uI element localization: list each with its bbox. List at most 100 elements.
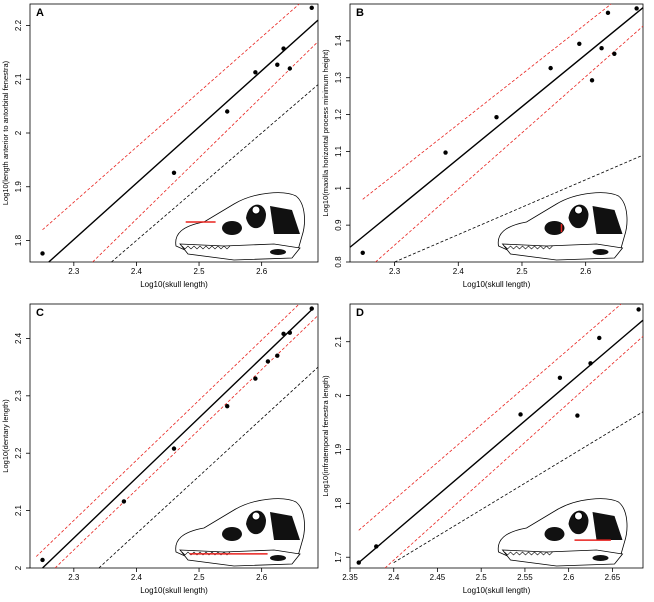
antorbital-fenestra bbox=[222, 527, 242, 541]
confidence-line bbox=[375, 25, 644, 263]
data-point bbox=[225, 109, 230, 114]
y-tick-label: 2 bbox=[334, 393, 343, 398]
fit-line bbox=[42, 309, 313, 569]
data-point bbox=[121, 499, 127, 504]
data-point bbox=[265, 359, 271, 364]
mandibular-fenestra bbox=[270, 555, 286, 561]
x-tick-label: 2.3 bbox=[68, 573, 80, 582]
y-axis-label: Log10(length anterior to antorbital fene… bbox=[1, 60, 10, 205]
data-point bbox=[612, 51, 617, 56]
data-point bbox=[356, 560, 361, 565]
plot-frame bbox=[29, 303, 319, 569]
x-axis-label: Log10(skull length) bbox=[463, 280, 531, 289]
data-point bbox=[518, 412, 523, 417]
x-tick-label: 2.4 bbox=[453, 267, 465, 276]
y-tick-label: 2.2 bbox=[14, 447, 23, 459]
x-tick-label: 2.3 bbox=[68, 267, 80, 276]
y-tick-label: 2 bbox=[14, 130, 23, 135]
data-point bbox=[281, 46, 286, 51]
data-point bbox=[275, 62, 280, 67]
infratemporal-fenestra bbox=[270, 512, 300, 540]
x-tick-label: 2.45 bbox=[430, 573, 446, 582]
x-tick-label: 2.55 bbox=[517, 573, 533, 582]
x-tick-label: 2.6 bbox=[563, 573, 575, 582]
x-axis-label: Log10(skull length) bbox=[463, 586, 531, 595]
data-point bbox=[443, 150, 448, 155]
reference-line bbox=[111, 84, 319, 263]
eye-ring bbox=[251, 511, 261, 521]
data-point bbox=[548, 65, 553, 71]
x-tick-label: 2.65 bbox=[605, 573, 621, 582]
y-tick-label: 1.4 bbox=[334, 35, 343, 47]
data-point bbox=[253, 376, 258, 381]
x-tick-label: 2.4 bbox=[131, 267, 143, 276]
x-axis-label: Log10(skull length) bbox=[140, 280, 208, 289]
panel-label: C bbox=[36, 307, 44, 319]
eye-ring bbox=[574, 511, 583, 521]
data-point bbox=[171, 446, 177, 451]
plot-frame bbox=[349, 3, 644, 263]
skull-teeth bbox=[181, 245, 231, 250]
antorbital-fenestra bbox=[544, 221, 565, 235]
y-tick-label: 1.8 bbox=[14, 234, 23, 246]
y-tick-label: 1.3 bbox=[334, 72, 343, 84]
eye-ring bbox=[251, 205, 261, 215]
data-point bbox=[171, 170, 177, 175]
data-point bbox=[374, 544, 379, 549]
data-point bbox=[494, 114, 499, 120]
confidence-line bbox=[92, 41, 319, 263]
confidence-line bbox=[384, 336, 644, 569]
y-tick-label: 1 bbox=[334, 186, 343, 191]
x-tick-label: 2.6 bbox=[256, 573, 268, 582]
data-point bbox=[636, 307, 641, 312]
y-tick-label: 0.8 bbox=[334, 256, 343, 268]
x-tick-label: 2.3 bbox=[389, 267, 401, 276]
x-tick-label: 2.4 bbox=[388, 573, 400, 582]
fit-line bbox=[349, 7, 644, 248]
y-tick-label: 2.3 bbox=[14, 390, 23, 402]
data-point bbox=[577, 41, 582, 47]
skull-illustration bbox=[175, 192, 305, 261]
data-point bbox=[309, 5, 314, 10]
data-point bbox=[309, 306, 314, 311]
fit-line bbox=[358, 319, 644, 564]
y-axis-label: Log10(maxilla horizontal process minimum… bbox=[321, 49, 330, 217]
data-point bbox=[634, 6, 639, 11]
data-point bbox=[287, 330, 293, 335]
data-point bbox=[605, 10, 611, 16]
orbit bbox=[568, 510, 589, 535]
confidence-line bbox=[42, 3, 300, 231]
skull-teeth bbox=[504, 245, 553, 250]
data-point bbox=[287, 66, 293, 71]
data-point bbox=[281, 331, 286, 337]
infratemporal-fenestra bbox=[270, 206, 300, 234]
y-tick-label: 2.1 bbox=[14, 73, 23, 85]
skull-illustration bbox=[497, 192, 628, 261]
antorbital-fenestra bbox=[222, 221, 242, 235]
y-tick-label: 0.9 bbox=[334, 219, 343, 231]
fit-line bbox=[48, 19, 319, 263]
x-axis-label: Log10(skull length) bbox=[140, 586, 208, 595]
y-tick-label: 1.1 bbox=[334, 145, 343, 157]
infratemporal-fenestra bbox=[592, 206, 623, 234]
y-tick-label: 2.4 bbox=[14, 332, 23, 344]
mandibular-fenestra bbox=[592, 555, 609, 561]
x-tick-label: 2.5 bbox=[516, 267, 528, 276]
infratemporal-fenestra bbox=[592, 512, 623, 540]
panel-label: A bbox=[36, 7, 44, 19]
eye-ring bbox=[574, 205, 583, 215]
data-point bbox=[253, 70, 258, 75]
orbit bbox=[568, 204, 589, 229]
panel-label: D bbox=[356, 307, 364, 319]
confidence-line bbox=[358, 303, 622, 531]
orbit bbox=[246, 510, 266, 535]
x-tick-label: 2.35 bbox=[342, 573, 358, 582]
data-point bbox=[575, 413, 580, 418]
x-tick-label: 2.5 bbox=[476, 573, 488, 582]
confidence-line bbox=[362, 3, 612, 200]
skull-teeth bbox=[504, 551, 553, 556]
data-point bbox=[588, 361, 593, 366]
y-axis-label: Log10(dentary length) bbox=[1, 399, 10, 473]
